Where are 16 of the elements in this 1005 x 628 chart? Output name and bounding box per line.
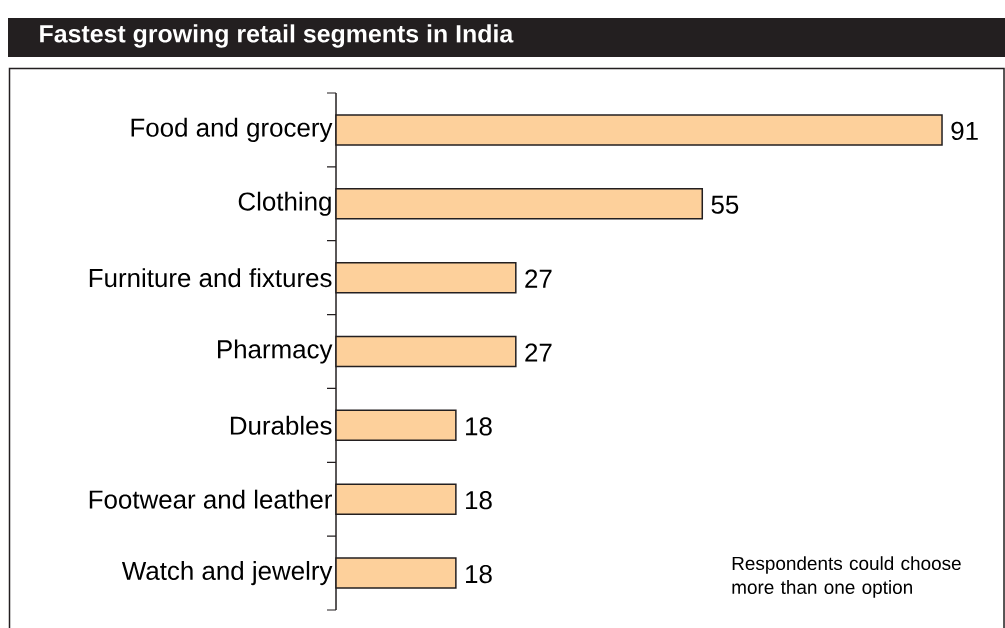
data-label: 18 [466,491,492,510]
y-tick-label: Pharmacy [218,339,333,364]
data-label: 55 [711,195,739,214]
y-tick-label: Watch and jewelry [121,560,333,586]
data-label: 18 [466,417,492,436]
y-tick-label: Clothing [238,191,331,216]
data-label: 18 [466,564,492,584]
chart-title: Fastest growing retail segments in India [40,24,514,48]
data-label: 91 [951,121,978,141]
y-tick-label: Furniture and fixtures [89,268,332,288]
data-label: 27 [525,343,552,362]
annotation: Respondents could choose more than one option [732,556,961,598]
y-tick-label: Durables [230,415,332,435]
data-label: 27 [525,269,552,288]
y-tick-label: Food and grocery [131,117,333,142]
y-tick-label: Footwear and leather [89,489,333,509]
